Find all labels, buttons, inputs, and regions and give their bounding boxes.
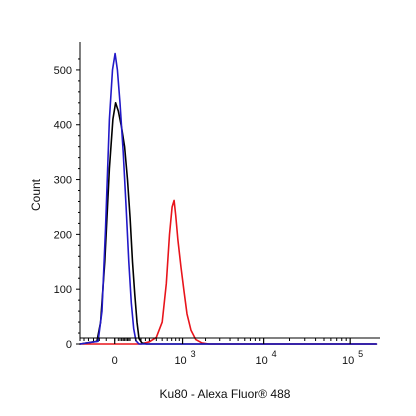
- x-tick-exponent: 3: [191, 349, 196, 359]
- x-tick-exponent: 5: [358, 349, 363, 359]
- y-tick-label: 500: [54, 65, 72, 77]
- x-tick-label: 10: [342, 355, 354, 367]
- x-tick-label: 0: [112, 355, 118, 367]
- x-axis-title: Ku80 - Alexa Fluor® 488: [160, 387, 291, 401]
- histogram-series-2: [79, 102, 378, 345]
- histogram-series-1: [79, 199, 378, 345]
- y-tick-label: 0: [66, 339, 72, 351]
- y-tick-label: 300: [54, 175, 72, 187]
- histogram-series-3: [79, 52, 378, 345]
- y-tick-label: 100: [54, 284, 72, 296]
- y-tick-label: 200: [54, 229, 72, 241]
- x-tick-label: 10: [174, 355, 186, 367]
- x-tick-label: 10: [256, 355, 268, 367]
- x-tick-exponent: 4: [272, 349, 277, 359]
- y-tick-label: 400: [54, 120, 72, 132]
- y-axis-title: Count: [29, 178, 43, 211]
